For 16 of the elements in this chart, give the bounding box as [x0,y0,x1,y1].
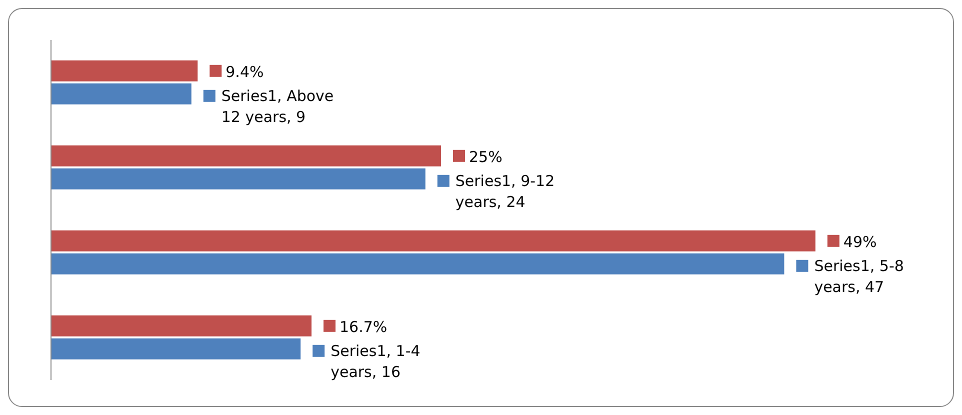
data-label: Series1, 5-8 years, 47 [814,256,904,296]
bar [51,60,198,82]
data-label: 25% [469,148,502,166]
bar [51,145,442,166]
data-label: 16.7% [340,318,388,336]
bar [51,315,312,336]
bar [51,338,301,360]
bar [51,168,426,190]
bar [51,83,192,104]
data-label: 49% [843,232,877,251]
bar [51,253,784,274]
data-label: Series1, 1-4 years, 16 [330,342,420,381]
data-label: Series1, Above 12 years, 9 [221,86,334,126]
bar [51,230,816,252]
data-label: Series1, 9-12 years, 24 [455,172,555,211]
data-label: 9.4% [226,62,264,81]
